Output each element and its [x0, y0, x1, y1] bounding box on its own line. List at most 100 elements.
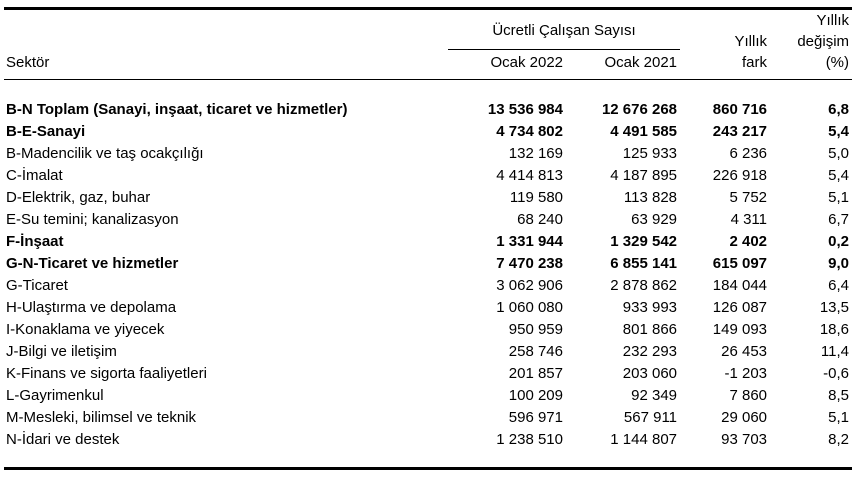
- cell-ocak-2021-value: 92 349: [631, 387, 678, 404]
- cell-ocak-2021-value: 6 855 141: [610, 255, 678, 272]
- table-row: G-N-Ticaret ve hizmetler 7 470 238 6 855…: [4, 253, 852, 275]
- table-row: K-Finans ve sigorta faaliyetleri 201 857…: [4, 363, 852, 385]
- cell-yillik-fark-value: 243 217: [712, 123, 768, 140]
- cell-sector-label: K-Finans ve sigorta faaliyetleri: [6, 365, 207, 382]
- header-line: Yıllık: [734, 33, 768, 50]
- table-row: D-Elektrik, gaz, buhar 119 580 113 828 5…: [4, 187, 852, 209]
- cell-ocak-2021-value: 63 929: [631, 211, 678, 228]
- column-header-ocak-2022: Ocak 2022: [448, 49, 566, 81]
- cell-yillik-fark-value: 7 860: [729, 387, 768, 404]
- cell-yillik-degisim-value: 6,4: [828, 277, 850, 294]
- cell-ocak-2021-value: 4 491 585: [610, 123, 678, 140]
- table-row: B-N Toplam (Sanayi, inşaat, ticaret ve h…: [4, 80, 852, 122]
- cell-yillik-degisim-value: 8,2: [828, 431, 850, 448]
- cell-sector-label: D-Elektrik, gaz, buhar: [6, 189, 151, 206]
- column-header-yillik-fark: Yıllık fark: [680, 8, 771, 80]
- cell-ocak-2022-value: 1 331 944: [496, 233, 563, 250]
- cell-sector-label: G-Ticaret: [6, 277, 68, 294]
- cell-ocak-2022-value: 132 169: [508, 145, 563, 162]
- table-row: G-Ticaret 3 062 906 2 878 862 184 044 6,…: [4, 275, 852, 297]
- cell-yillik-fark-value: 126 087: [712, 299, 768, 316]
- table-body: B-N Toplam (Sanayi, inşaat, ticaret ve h…: [4, 80, 852, 469]
- cell-ocak-2022-value: 201 857: [508, 365, 563, 382]
- cell-yillik-fark-value: 184 044: [712, 277, 768, 294]
- cell-yillik-fark-value: 615 097: [712, 255, 768, 272]
- table-row: J-Bilgi ve iletişim 258 746 232 293 26 4…: [4, 341, 852, 363]
- cell-ocak-2022-value: 1 238 510: [496, 431, 563, 448]
- cell-yillik-degisim-value: 8,5: [828, 387, 850, 404]
- cell-ocak-2021-value: 801 866: [622, 321, 678, 338]
- cell-yillik-fark-value: 860 716: [712, 101, 768, 118]
- cell-yillik-degisim-value: 5,1: [828, 189, 850, 206]
- cell-ocak-2022-value: 1 060 080: [496, 299, 563, 316]
- cell-ocak-2021-value: 12 676 268: [601, 101, 678, 118]
- cell-yillik-degisim-value: 18,6: [819, 321, 850, 338]
- table-row: B-Madencilik ve taş ocakçılığı 132 169 1…: [4, 143, 852, 165]
- cell-ocak-2021-value: 232 293: [622, 343, 678, 360]
- cell-ocak-2021-value: 1 329 542: [610, 233, 678, 250]
- cell-yillik-fark-value: 93 703: [721, 431, 768, 448]
- cell-sector-label: E-Su temini; kanalizasyon: [6, 211, 179, 228]
- cell-yillik-degisim-value: 5,1: [828, 409, 850, 426]
- cell-ocak-2022-value: 3 062 906: [496, 277, 563, 294]
- cell-sector-label: H-Ulaştırma ve depolama: [6, 299, 177, 316]
- cell-yillik-degisim-value: 5,4: [828, 123, 850, 140]
- cell-sector-label: N-İdari ve destek: [6, 431, 120, 448]
- cell-ocak-2021-value: 113 828: [623, 189, 678, 206]
- table-row: L-Gayrimenkul 100 209 92 349 7 860 8,5: [4, 385, 852, 407]
- sector-statistics-table: Sektör Ücretli Çalışan Sayısı Yıllık far…: [4, 7, 853, 470]
- cell-yillik-fark-value: 29 060: [721, 409, 768, 426]
- cell-sector-label: F-İnşaat: [6, 233, 64, 250]
- cell-sector-label: B-E-Sanayi: [6, 123, 86, 140]
- cell-sector-label: J-Bilgi ve iletişim: [6, 343, 117, 360]
- column-header-ocak-2021: Ocak 2021: [566, 49, 681, 81]
- cell-ocak-2021-value: 203 060: [622, 365, 678, 382]
- table-row: C-İmalat 4 414 813 4 187 895 226 918 5,4: [4, 165, 852, 187]
- cell-ocak-2022-value: 4 734 802: [496, 123, 563, 140]
- cell-ocak-2021-value: 567 911: [623, 409, 678, 426]
- cell-yillik-fark-value: -1 203: [724, 365, 768, 382]
- cell-sector-label: B-Madencilik ve taş ocakçılığı: [6, 145, 204, 162]
- cell-ocak-2022-value: 258 746: [508, 343, 563, 360]
- table-row: H-Ulaştırma ve depolama 1 060 080 933 99…: [4, 297, 852, 319]
- cell-ocak-2022-value: 596 971: [508, 409, 563, 426]
- header-line: (%): [825, 54, 850, 71]
- cell-yillik-degisim-value: 5,4: [828, 167, 850, 184]
- cell-yillik-fark-value: 2 402: [729, 233, 768, 250]
- cell-ocak-2022-value: 4 414 813: [496, 167, 563, 184]
- cell-ocak-2021-value: 1 144 807: [610, 431, 678, 448]
- column-header-yillik-degisim: Yıllık değişim (%): [770, 8, 853, 80]
- column-header-sector: Sektör: [4, 8, 448, 80]
- cell-yillik-degisim-value: 13,5: [819, 299, 850, 316]
- column-group-header-ucretli-calisan-sayisi: Ücretli Çalışan Sayısı: [448, 8, 681, 50]
- cell-ocak-2021-value: 933 993: [622, 299, 678, 316]
- cell-yillik-degisim-value: -0,6: [823, 365, 850, 382]
- cell-sector-label: C-İmalat: [6, 167, 63, 184]
- table-row: B-E-Sanayi 4 734 802 4 491 585 243 217 5…: [4, 121, 852, 143]
- cell-yillik-degisim-value: 5,0: [828, 145, 850, 162]
- cell-sector-label: G-N-Ticaret ve hizmetler: [6, 255, 179, 272]
- cell-ocak-2021-value: 4 187 895: [610, 167, 678, 184]
- table-row: E-Su temini; kanalizasyon 68 240 63 929 …: [4, 209, 852, 231]
- cell-ocak-2022-value: 119 580: [509, 189, 563, 206]
- cell-yillik-degisim-value: 6,7: [828, 211, 850, 228]
- table-row: I-Konaklama ve yiyecek 950 959 801 866 1…: [4, 319, 852, 341]
- cell-ocak-2021-value: 125 933: [622, 145, 678, 162]
- cell-ocak-2022-value: 100 209: [508, 387, 563, 404]
- cell-yillik-fark-value: 226 918: [712, 167, 768, 184]
- cell-yillik-fark-value: 6 236: [729, 145, 768, 162]
- table-row: M-Mesleki, bilimsel ve teknik 596 971 56…: [4, 407, 852, 429]
- table-row: N-İdari ve destek 1 238 510 1 144 807 93…: [4, 429, 852, 469]
- header-line: fark: [742, 54, 768, 71]
- statistics-table-sheet: Sektör Ücretli Çalışan Sayısı Yıllık far…: [4, 7, 853, 470]
- table-row: F-İnşaat 1 331 944 1 329 542 2 402 0,2: [4, 231, 852, 253]
- cell-ocak-2022-value: 7 470 238: [496, 255, 563, 272]
- cell-sector-label: M-Mesleki, bilimsel ve teknik: [6, 409, 197, 426]
- cell-yillik-degisim-value: 9,0: [828, 255, 850, 272]
- cell-yillik-degisim-value: 0,2: [828, 233, 850, 250]
- cell-ocak-2022-value: 13 536 984: [487, 101, 563, 118]
- cell-yillik-degisim-value: 6,8: [828, 101, 850, 118]
- cell-yillik-degisim-value: 11,4: [820, 343, 850, 360]
- header-line: değişim: [797, 33, 850, 50]
- cell-sector-label: I-Konaklama ve yiyecek: [6, 321, 165, 338]
